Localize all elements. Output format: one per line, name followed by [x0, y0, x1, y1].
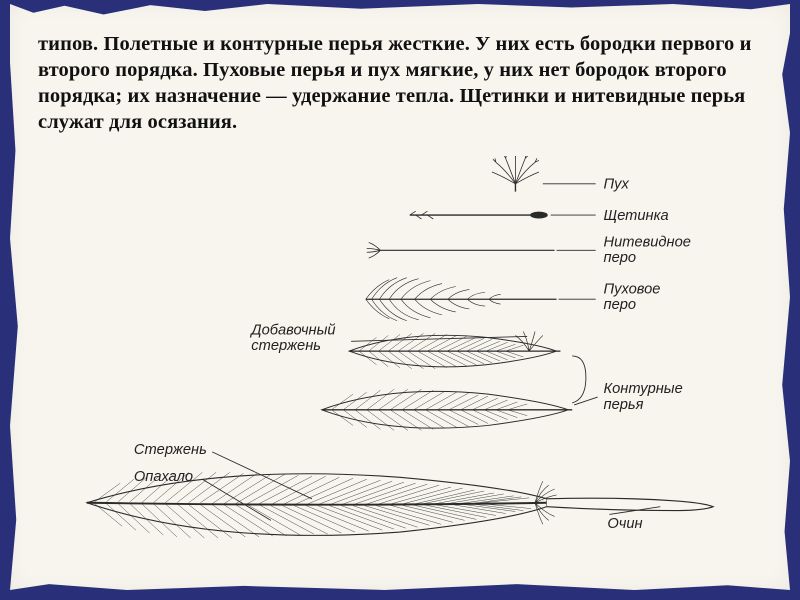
feather-contour: [322, 389, 572, 430]
brace-konturnye: [572, 356, 586, 403]
label-sterzhen: Стержень: [134, 442, 207, 458]
paper-background: типов. Полетные и контурные перья жестки…: [10, 4, 790, 590]
intro-paragraph: типов. Полетные и контурные перья жестки…: [38, 31, 762, 136]
slide-frame: типов. Полетные и контурные перья жестки…: [0, 0, 800, 600]
label-dobavochny-2: стержень: [251, 338, 321, 354]
label-pukh: Пух: [604, 177, 630, 193]
diagram-svg: Пух Щетинка Нитевидное: [38, 156, 762, 554]
label-pukhovoe-2: перо: [604, 297, 637, 313]
leader-konturnye: [574, 397, 597, 405]
feather-pukhovoe: [366, 278, 557, 321]
feather-pukh: [492, 156, 539, 192]
feather-shchetinka: [410, 211, 548, 219]
feather-diagram: Пух Щетинка Нитевидное: [38, 156, 762, 554]
label-konturnye-2: перья: [604, 397, 644, 413]
label-dobavochny-1: Добавочный: [249, 322, 335, 338]
label-opakhalo: Опахало: [134, 469, 193, 485]
label-pukhovoe-1: Пуховое: [604, 281, 661, 297]
feather-contour-aux: [349, 331, 560, 368]
leader-opakhalo: [202, 479, 270, 520]
label-shchetinka: Щетинка: [604, 208, 669, 224]
label-nitevidnoe-1: Нитевидное: [604, 234, 691, 250]
leader-sterzhen: [212, 452, 312, 499]
feather-nitevidnoe: [367, 242, 555, 258]
label-konturnye-1: Контурные: [604, 381, 683, 397]
label-ochin: Очин: [607, 516, 642, 532]
label-nitevidnoe-2: перо: [604, 250, 637, 266]
